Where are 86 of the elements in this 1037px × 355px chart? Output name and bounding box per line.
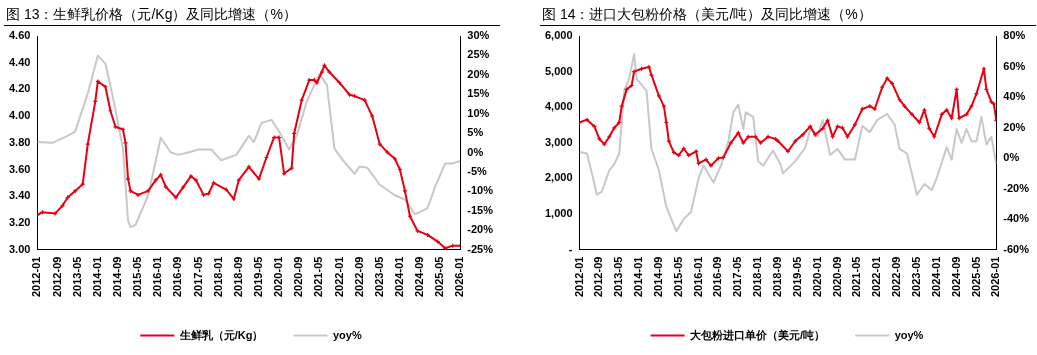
y2-tick-label: 0%: [1003, 151, 1020, 164]
x-tick-label: 2012-01: [572, 256, 585, 298]
y-tick-label: 3.60: [8, 162, 31, 175]
y2-tick-label: -10%: [467, 184, 494, 197]
x-tick-label: 2020-01: [810, 256, 823, 298]
x-tick-label: 2016-09: [171, 256, 184, 298]
x-tick-label: 2017-05: [191, 256, 204, 298]
y2-tick-label: -40%: [1003, 212, 1030, 225]
x-tick-label: 2023-05: [909, 256, 922, 298]
y-tick-label: 4.20: [8, 82, 31, 95]
x-tick-label: 2022-09: [890, 256, 903, 298]
x-tick-label: 2014-09: [651, 256, 664, 298]
y-tick-label: 3,000: [545, 135, 573, 148]
legend-label: yoy%: [894, 328, 924, 341]
x-tick-label: 2012-09: [50, 256, 63, 298]
x-tick-label: 2021-05: [312, 256, 325, 298]
y-tick-label: 6,000: [545, 29, 573, 42]
x-tick-label: 2020-01: [272, 256, 285, 298]
x-tick-label: 2012-09: [592, 256, 605, 298]
y-tick-label: 5,000: [545, 64, 573, 77]
x-tick-label: 2022-01: [332, 256, 345, 298]
x-tick-label: 2014-09: [111, 256, 123, 298]
x-tick-label: 2013-05: [70, 256, 83, 298]
y2-tick-label: 20%: [467, 67, 490, 80]
x-tick-label: 2024-01: [392, 256, 405, 298]
x-tick-label: 2013-05: [612, 256, 625, 298]
x-tick-label: 2023-05: [372, 256, 385, 298]
x-tick-label: 2020-09: [292, 256, 305, 298]
y-tick-label: 3.00: [8, 242, 31, 255]
y-tick-label: 3.40: [8, 189, 31, 202]
y2-tick-label: 15%: [467, 87, 490, 100]
y2-tick-label: 80%: [1003, 29, 1026, 42]
y2-tick-label: 5%: [467, 126, 484, 139]
x-tick-label: 2025-05: [433, 256, 446, 298]
y-tick-label: 1,000: [545, 207, 573, 220]
x-tick-label: 2022-09: [352, 256, 365, 298]
x-tick-label: 2022-01: [870, 256, 883, 298]
x-tick-label: 2016-09: [711, 256, 724, 298]
y-tick-label: 3.20: [8, 215, 31, 228]
x-tick-label: 2024-01: [929, 256, 942, 298]
legend-label: 生鲜乳（元/Kg）: [178, 328, 264, 342]
legend-label: yoy%: [332, 328, 362, 341]
x-tick-label: 2015-05: [131, 256, 144, 298]
x-tick-label: 2018-09: [771, 256, 784, 298]
y-tick-label: 2,000: [545, 171, 573, 184]
x-tick-label: 2012-01: [30, 256, 43, 298]
x-tick-label: 2026-01: [989, 256, 1002, 298]
x-tick-label: 2018-09: [231, 256, 244, 298]
x-tick-label: 2021-05: [850, 256, 863, 298]
y2-tick-label: 40%: [1003, 90, 1026, 103]
y-tick-label: 4.60: [8, 29, 31, 42]
x-tick-label: 2024-09: [413, 256, 426, 298]
x-tick-label: 2016-01: [691, 256, 704, 298]
x-tick-label: 2018-01: [751, 256, 764, 298]
x-tick-label: 2024-09: [949, 256, 962, 298]
x-tick-label: 2020-09: [830, 256, 843, 298]
y2-tick-label: -15%: [467, 203, 494, 216]
x-tick-label: 2014-01: [632, 256, 645, 298]
legend-label: 大包粉进口单价（美元/吨）: [690, 328, 826, 342]
chart-title: 图 13：生鲜乳价格（元/Kg）及同比增速（%）: [4, 6, 500, 26]
x-tick-label: 2025-05: [969, 256, 982, 298]
x-tick-label: 2026-01: [453, 256, 466, 298]
y2-tick-label: 20%: [1003, 120, 1026, 133]
y2-tick-label: 30%: [467, 29, 490, 42]
x-tick-label: 2018-01: [211, 256, 224, 298]
x-tick-label: 2015-05: [671, 256, 684, 298]
y-tick-label: 4.40: [8, 55, 31, 68]
y-tick-label: 3.80: [8, 135, 31, 148]
x-tick-label: 2019-05: [251, 256, 264, 298]
y2-tick-label: 10%: [467, 106, 490, 119]
y-tick-label: 4.00: [8, 109, 31, 122]
y2-tick-label: 25%: [467, 48, 490, 61]
y2-tick-label: -60%: [1003, 242, 1030, 255]
chart-title: 图 14：进口大包粉价格（美元/吨）及同比增速（%）: [540, 6, 1036, 26]
y2-tick-label: 0%: [467, 145, 484, 158]
y2-tick-label: -25%: [467, 242, 494, 255]
y2-tick-label: -5%: [467, 164, 488, 177]
y-tick-label: -: [568, 242, 573, 255]
x-tick-label: 2019-05: [790, 256, 803, 298]
y-tick-label: 4,000: [545, 100, 573, 113]
x-tick-label: 2016-01: [151, 256, 164, 298]
x-tick-label: 2017-05: [731, 256, 744, 298]
y2-tick-label: -20%: [467, 223, 494, 236]
y2-tick-label: -20%: [1003, 181, 1030, 194]
x-tick-label: 2014-01: [90, 256, 103, 298]
y2-tick-label: 60%: [1003, 59, 1026, 72]
